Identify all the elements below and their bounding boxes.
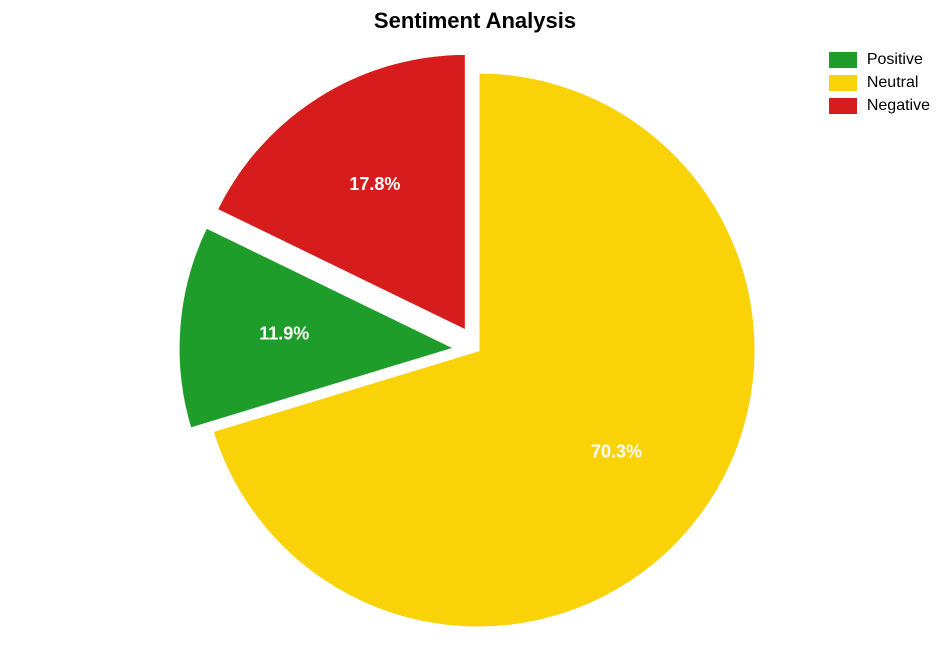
pie-slice-label-positive: 11.9% <box>259 324 309 344</box>
legend: Positive Neutral Negative <box>829 48 930 117</box>
legend-swatch <box>829 52 857 68</box>
legend-label: Neutral <box>867 74 919 92</box>
pie-slice-label-negative: 17.8% <box>349 174 400 194</box>
legend-item-negative: Negative <box>829 94 930 117</box>
legend-swatch <box>829 75 857 91</box>
sentiment-pie-chart: Sentiment Analysis 70.3%11.9%17.8% Posit… <box>0 0 950 662</box>
legend-label: Positive <box>867 51 923 69</box>
pie-svg: 70.3% 11.9% 17.8% <box>0 0 950 662</box>
legend-item-positive: Positive <box>829 48 930 71</box>
pie-slice-label-neutral: 70.3% <box>591 441 642 461</box>
legend-swatch <box>829 98 857 114</box>
legend-label: Negative <box>867 97 930 115</box>
legend-item-neutral: Neutral <box>829 71 930 94</box>
